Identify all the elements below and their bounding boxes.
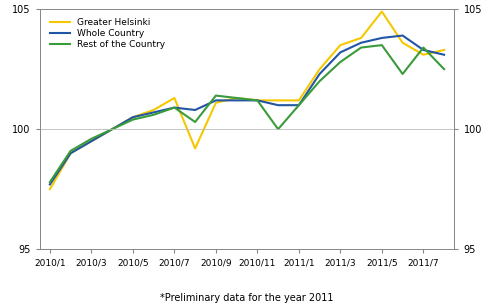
Whole Country bbox=[109, 127, 115, 131]
Whole Country bbox=[68, 151, 74, 155]
Rest of the Country bbox=[68, 149, 74, 153]
Rest of the Country bbox=[171, 106, 177, 109]
Greater Helsinki bbox=[171, 96, 177, 100]
Rest of the Country bbox=[379, 43, 385, 47]
Rest of the Country bbox=[400, 72, 406, 76]
Rest of the Country bbox=[441, 67, 447, 71]
Rest of the Country bbox=[109, 127, 115, 131]
Greater Helsinki bbox=[379, 10, 385, 13]
Whole Country bbox=[192, 108, 198, 112]
Whole Country bbox=[317, 72, 323, 76]
Rest of the Country bbox=[420, 46, 426, 49]
Whole Country bbox=[296, 103, 302, 107]
Legend: Greater Helsinki, Whole Country, Rest of the Country: Greater Helsinki, Whole Country, Rest of… bbox=[48, 16, 167, 51]
Whole Country bbox=[213, 98, 219, 102]
Greater Helsinki bbox=[68, 151, 74, 155]
Greater Helsinki bbox=[151, 108, 157, 112]
Greater Helsinki bbox=[192, 147, 198, 150]
Rest of the Country bbox=[213, 94, 219, 97]
Rest of the Country bbox=[358, 46, 364, 49]
Rest of the Country bbox=[254, 98, 260, 102]
Greater Helsinki bbox=[420, 53, 426, 57]
Greater Helsinki bbox=[275, 98, 281, 102]
Whole Country bbox=[379, 36, 385, 40]
Rest of the Country bbox=[192, 120, 198, 124]
Rest of the Country bbox=[296, 103, 302, 107]
Greater Helsinki bbox=[88, 140, 94, 143]
Whole Country bbox=[151, 111, 157, 114]
Whole Country bbox=[130, 116, 136, 119]
Rest of the Country bbox=[88, 137, 94, 141]
Whole Country bbox=[234, 98, 240, 102]
Whole Country bbox=[88, 140, 94, 143]
Whole Country bbox=[275, 103, 281, 107]
Greater Helsinki bbox=[130, 116, 136, 119]
Text: *Preliminary data for the year 2011: *Preliminary data for the year 2011 bbox=[160, 293, 334, 303]
Rest of the Country bbox=[317, 79, 323, 83]
Greater Helsinki bbox=[400, 41, 406, 45]
Whole Country bbox=[420, 48, 426, 52]
Greater Helsinki bbox=[254, 98, 260, 102]
Rest of the Country bbox=[130, 118, 136, 121]
Whole Country bbox=[337, 50, 343, 54]
Rest of the Country bbox=[151, 113, 157, 117]
Greater Helsinki bbox=[337, 43, 343, 47]
Whole Country bbox=[358, 41, 364, 45]
Line: Rest of the Country: Rest of the Country bbox=[50, 45, 444, 182]
Whole Country bbox=[254, 98, 260, 102]
Greater Helsinki bbox=[441, 48, 447, 52]
Greater Helsinki bbox=[234, 96, 240, 100]
Rest of the Country bbox=[47, 180, 53, 184]
Greater Helsinki bbox=[317, 67, 323, 71]
Rest of the Country bbox=[337, 60, 343, 64]
Greater Helsinki bbox=[213, 101, 219, 105]
Greater Helsinki bbox=[109, 127, 115, 131]
Rest of the Country bbox=[234, 96, 240, 100]
Whole Country bbox=[171, 106, 177, 109]
Line: Greater Helsinki: Greater Helsinki bbox=[50, 12, 444, 189]
Greater Helsinki bbox=[296, 98, 302, 102]
Rest of the Country bbox=[275, 127, 281, 131]
Greater Helsinki bbox=[47, 188, 53, 191]
Whole Country bbox=[47, 183, 53, 186]
Whole Country bbox=[441, 53, 447, 57]
Whole Country bbox=[400, 34, 406, 37]
Line: Whole Country: Whole Country bbox=[50, 36, 444, 185]
Greater Helsinki bbox=[358, 36, 364, 40]
